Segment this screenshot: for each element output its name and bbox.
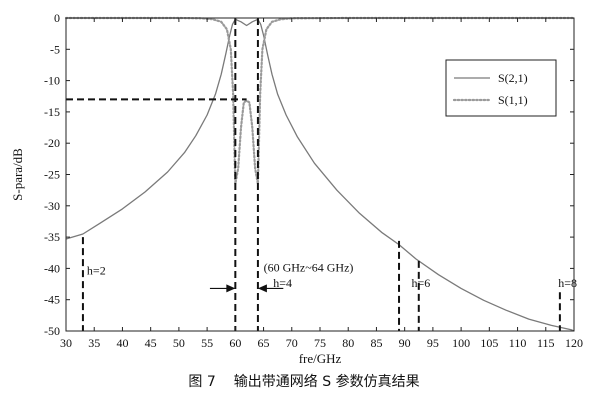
x-tick-label: 100 <box>452 336 470 350</box>
x-tick-label: 70 <box>286 336 298 350</box>
figure-label: 图 7 <box>188 374 216 390</box>
annotation-label: h=6 <box>411 276 430 290</box>
y-tick-label: -5 <box>50 42 60 56</box>
x-tick-label: 50 <box>173 336 185 350</box>
legend: S(2,1) S(1,1) <box>445 59 557 117</box>
y-tick-label: -15 <box>44 105 60 119</box>
x-tick-label: 85 <box>370 336 382 350</box>
annotation-label: (60 GHz~64 GHz) <box>264 261 354 275</box>
y-tick-label: -50 <box>44 324 60 338</box>
annotation-label: h=8 <box>558 276 577 290</box>
annotation-label: h=2 <box>87 264 106 278</box>
x-tick-label: 30 <box>60 336 72 350</box>
y-tick-label: -40 <box>44 261 60 275</box>
y-tick-label: -10 <box>44 74 60 88</box>
x-tick-label: 110 <box>509 336 527 350</box>
y-tick-label: -45 <box>44 293 60 307</box>
x-tick-label: 60 <box>229 336 241 350</box>
x-tick-label: 65 <box>258 336 270 350</box>
x-tick-label: 115 <box>537 336 555 350</box>
x-tick-label: 40 <box>116 336 128 350</box>
y-tick-label: -35 <box>44 230 60 244</box>
annotation-label: h=4 <box>273 276 292 290</box>
x-tick-label: 95 <box>427 336 439 350</box>
y-tick-label: -25 <box>44 168 60 182</box>
x-tick-label: 35 <box>88 336 100 350</box>
x-tick-label: 90 <box>399 336 411 350</box>
y-tick-label: -30 <box>44 199 60 213</box>
y-tick-label: 0 <box>54 11 60 25</box>
caption-text: 输出带通网络 S 参数仿真结果 <box>233 374 420 390</box>
y-tick-label: -20 <box>44 136 60 150</box>
x-axis-label: fre/GHz <box>299 351 342 366</box>
legend-entry-label: S(2,1) <box>498 71 528 85</box>
series-line-s11 <box>64 16 576 185</box>
legend-box <box>445 59 557 117</box>
x-tick-label: 105 <box>480 336 498 350</box>
legend-entry-label: S(1,1) <box>498 93 528 107</box>
s-parameter-chart: h=2 h=4 h=6 h=8 (60 GHz~64 GHz) S(2,1) S(1,1)… <box>10 11 583 366</box>
x-tick-label: 55 <box>201 336 213 350</box>
x-tick-label: 45 <box>145 336 157 350</box>
y-axis-label: S-para/dB <box>10 148 25 201</box>
bandwidth-arrow-head <box>226 284 236 293</box>
series-line-s21 <box>65 18 575 332</box>
figure-caption: 图 7 输出带通网络 S 参数仿真结果 <box>0 371 608 391</box>
bandwidth-arrow-head <box>257 284 267 293</box>
x-tick-label: 120 <box>565 336 583 350</box>
x-tick-label: 75 <box>314 336 326 350</box>
x-tick-label: 80 <box>342 336 354 350</box>
